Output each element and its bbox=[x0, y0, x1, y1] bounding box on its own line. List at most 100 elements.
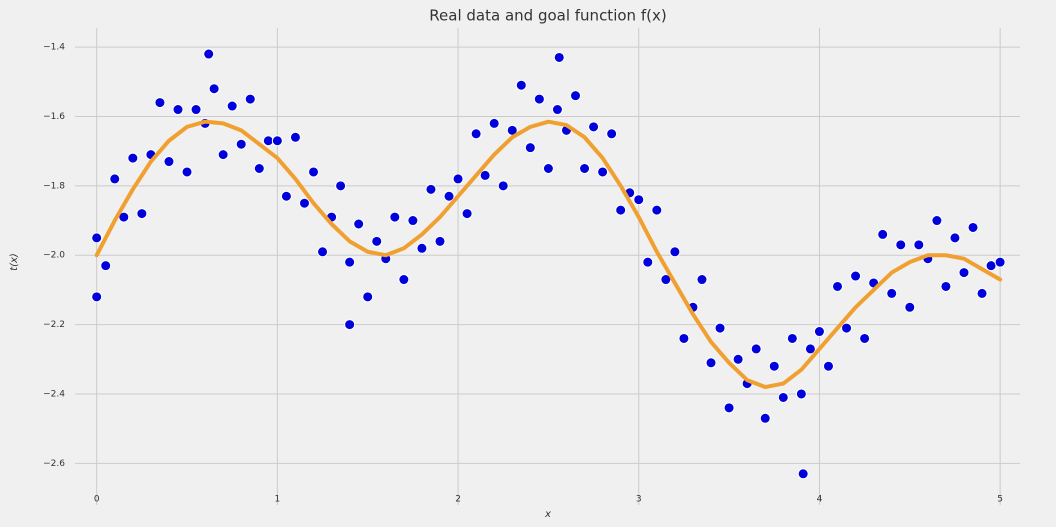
y-tick-label: −1.8 bbox=[43, 181, 65, 191]
data-point bbox=[515, 79, 527, 91]
x-tick-label: 5 bbox=[997, 495, 1003, 505]
x-tick-label: 2 bbox=[455, 495, 461, 505]
data-point bbox=[542, 162, 554, 174]
data-point bbox=[208, 83, 220, 95]
data-point bbox=[913, 239, 925, 251]
data-point bbox=[172, 104, 184, 116]
data-point bbox=[203, 48, 215, 60]
x-tick-label: 3 bbox=[636, 495, 642, 505]
data-point bbox=[470, 128, 482, 140]
data-point bbox=[488, 117, 500, 129]
y-tick-label: −2.0 bbox=[43, 251, 65, 261]
data-point bbox=[795, 388, 807, 400]
data-point bbox=[768, 360, 780, 372]
data-point bbox=[642, 256, 654, 268]
data-point bbox=[570, 90, 582, 102]
data-point bbox=[479, 169, 491, 181]
data-point bbox=[813, 326, 825, 338]
data-point bbox=[353, 218, 365, 230]
data-point bbox=[317, 246, 329, 258]
data-point bbox=[443, 190, 455, 202]
data-point bbox=[452, 173, 464, 185]
data-point bbox=[298, 197, 310, 209]
data-point bbox=[958, 267, 970, 279]
data-point bbox=[994, 256, 1006, 268]
data-point bbox=[841, 322, 853, 334]
data-point bbox=[777, 391, 789, 403]
data-point bbox=[597, 166, 609, 178]
data-point bbox=[190, 104, 202, 116]
data-point bbox=[497, 180, 509, 192]
data-point bbox=[109, 173, 121, 185]
data-point bbox=[859, 332, 871, 344]
data-point bbox=[136, 208, 148, 220]
data-point bbox=[425, 183, 437, 195]
y-tick-label: −2.4 bbox=[43, 389, 65, 399]
data-point bbox=[163, 156, 175, 168]
data-point bbox=[615, 204, 627, 216]
data-point bbox=[931, 215, 943, 227]
x-tick-label: 4 bbox=[817, 495, 823, 505]
data-point bbox=[335, 180, 347, 192]
data-point bbox=[732, 353, 744, 365]
data-point bbox=[895, 239, 907, 251]
data-point bbox=[669, 246, 681, 258]
data-point bbox=[705, 357, 717, 369]
data-point bbox=[100, 260, 112, 272]
data-point bbox=[398, 274, 410, 286]
data-point bbox=[886, 287, 898, 299]
data-point bbox=[949, 232, 961, 244]
y-tick-label: −1.4 bbox=[43, 43, 65, 53]
y-tick-label: −1.6 bbox=[43, 112, 65, 122]
data-point bbox=[651, 204, 663, 216]
data-point bbox=[985, 260, 997, 272]
data-point bbox=[967, 221, 979, 233]
data-point bbox=[262, 135, 274, 147]
data-point bbox=[271, 135, 283, 147]
data-point bbox=[633, 194, 645, 206]
data-point bbox=[362, 291, 374, 303]
data-point bbox=[235, 138, 247, 150]
data-point bbox=[280, 190, 292, 202]
data-point bbox=[154, 97, 166, 109]
data-point bbox=[750, 343, 762, 355]
data-point bbox=[244, 93, 256, 105]
data-point bbox=[533, 93, 545, 105]
data-point bbox=[877, 228, 889, 240]
y-tick-label: −2.2 bbox=[43, 320, 65, 330]
data-point bbox=[678, 332, 690, 344]
data-point bbox=[797, 468, 809, 480]
data-point bbox=[226, 100, 238, 112]
data-point bbox=[976, 287, 988, 299]
data-point bbox=[253, 162, 265, 174]
data-point bbox=[181, 166, 193, 178]
data-point bbox=[127, 152, 139, 164]
data-point bbox=[551, 104, 563, 116]
data-point bbox=[940, 280, 952, 292]
data-point bbox=[850, 270, 862, 282]
data-point bbox=[344, 256, 356, 268]
data-point bbox=[822, 360, 834, 372]
data-point bbox=[606, 128, 618, 140]
data-point bbox=[714, 322, 726, 334]
data-point bbox=[579, 162, 591, 174]
data-point bbox=[407, 215, 419, 227]
data-point bbox=[461, 208, 473, 220]
data-point bbox=[832, 280, 844, 292]
data-point bbox=[344, 319, 356, 331]
data-point bbox=[588, 121, 600, 133]
data-point bbox=[434, 235, 446, 247]
data-point bbox=[723, 402, 735, 414]
data-point bbox=[524, 142, 536, 154]
data-point bbox=[416, 242, 428, 254]
y-axis-label: t(x) bbox=[9, 253, 20, 271]
data-point bbox=[786, 332, 798, 344]
data-point bbox=[91, 291, 103, 303]
data-point bbox=[289, 131, 301, 143]
x-tick-label: 1 bbox=[275, 495, 281, 505]
data-point bbox=[553, 51, 565, 63]
line bbox=[94, 119, 1003, 390]
data-point bbox=[759, 412, 771, 424]
y-tick-label: −2.6 bbox=[43, 459, 65, 469]
